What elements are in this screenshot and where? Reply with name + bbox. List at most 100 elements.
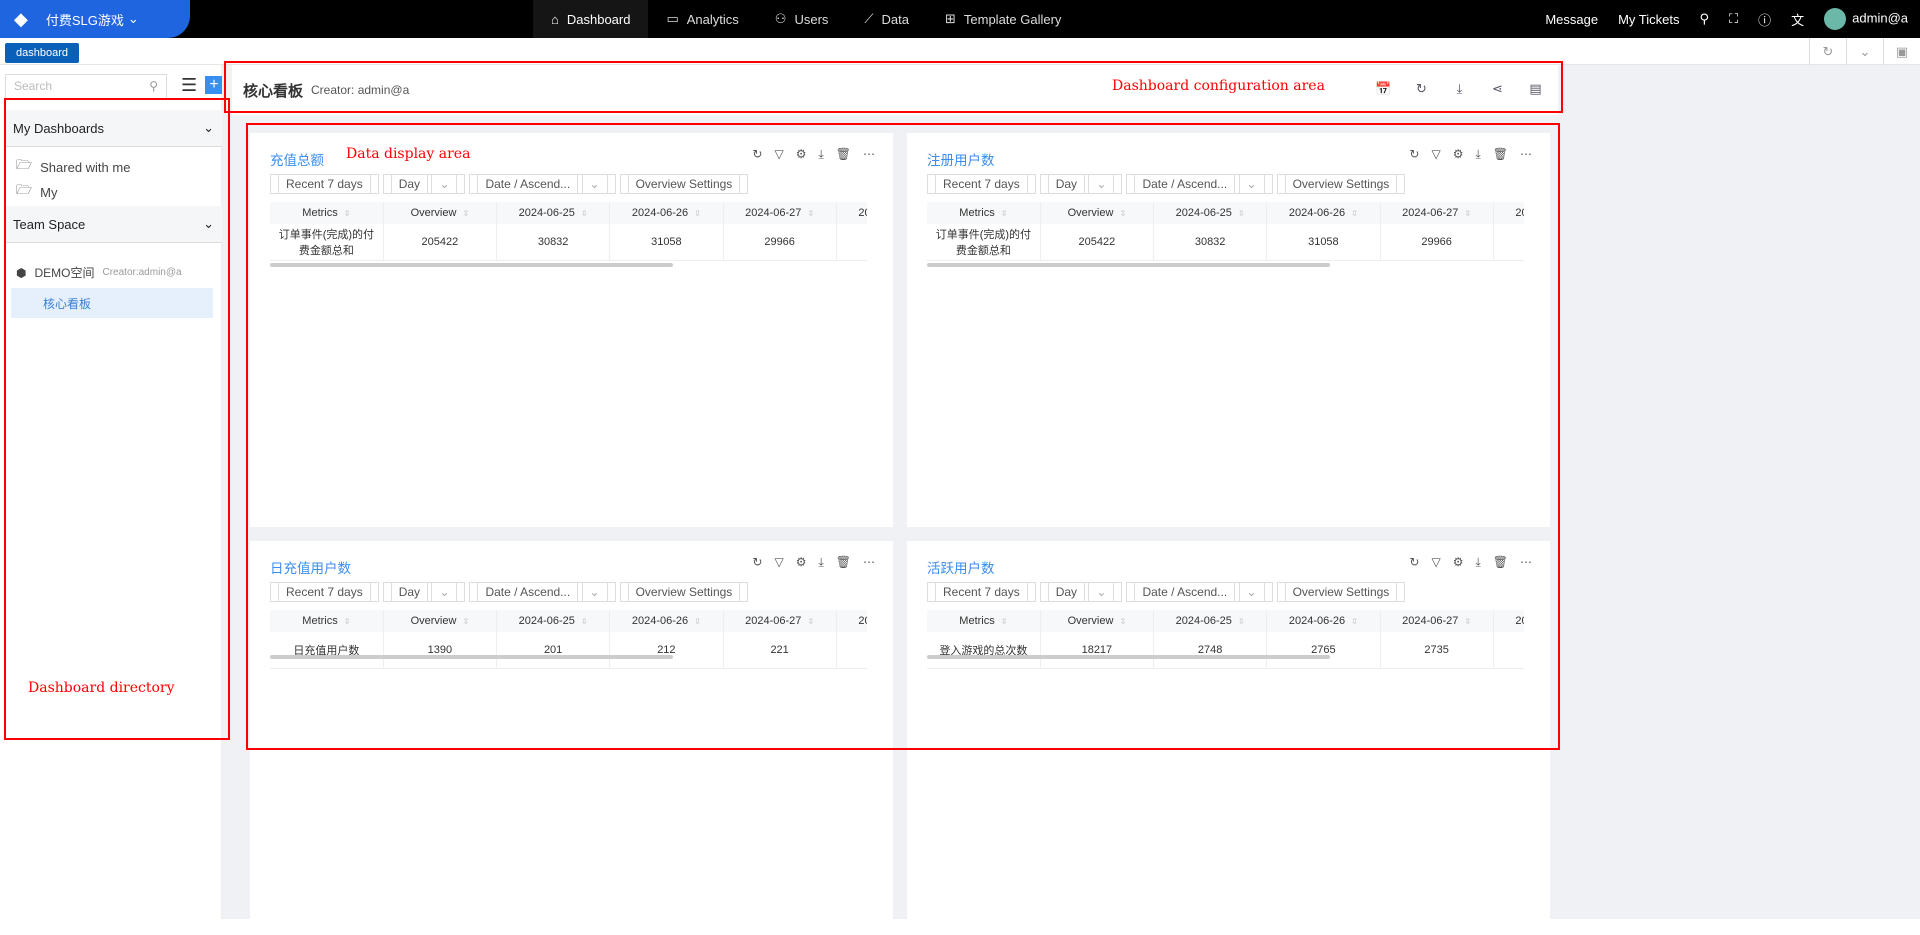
calendar-icon[interactable]: 📅 [1375, 81, 1392, 96]
download-icon[interactable]: ⤓ [1475, 147, 1481, 161]
gear-icon[interactable]: ⚙ [1452, 147, 1464, 161]
date-range-select[interactable]: Recent 7 days [927, 582, 1036, 602]
overview-settings-button[interactable]: Overview Settings [1276, 174, 1406, 194]
filter-icon[interactable]: ▽ [1431, 555, 1441, 569]
card-title[interactable]: 注册用户数 [927, 153, 995, 168]
download-icon[interactable]: ⤓ [818, 555, 824, 569]
nav-data[interactable]: ⟋ Data [846, 0, 927, 38]
column-header[interactable]: 2024-06-26 ⇳ [1266, 610, 1381, 632]
sort-icon[interactable]: ⇳ [462, 209, 470, 218]
sort-select[interactable]: Date / Ascend... ⌄ [469, 174, 616, 194]
sort-icon[interactable]: ⇳ [343, 209, 351, 218]
tickets-link[interactable]: My Tickets [1618, 11, 1680, 27]
nav-users[interactable]: ⚇ Users [757, 0, 847, 38]
refresh-icon[interactable]: ↻ [1409, 147, 1420, 161]
refresh-icon[interactable]: ↻ [752, 555, 763, 569]
column-header[interactable]: Metrics ⇳ [927, 610, 1041, 632]
granularity-select[interactable]: Day ⌄ [382, 174, 466, 194]
column-header[interactable]: Overview ⇳ [1040, 202, 1155, 224]
column-header[interactable]: 2024-06-26 ⇳ [609, 202, 724, 224]
sort-icon[interactable]: ⇳ [462, 617, 470, 626]
column-header[interactable]: Metrics ⇳ [270, 202, 384, 224]
help-icon[interactable]: ⓘ [1758, 12, 1772, 28]
column-header[interactable]: 2024-06-25 ⇳ [1153, 610, 1268, 632]
column-header[interactable]: 2024-06-25 ⇳ [496, 610, 611, 632]
horizontal-scrollbar[interactable] [927, 263, 1330, 267]
horizontal-scrollbar[interactable] [270, 263, 673, 267]
granularity-select[interactable]: Day ⌄ [1039, 174, 1123, 194]
sort-icon[interactable]: ⇳ [807, 617, 815, 626]
sort-icon[interactable]: ⇳ [1351, 209, 1358, 218]
download-icon[interactable]: ⤓ [818, 147, 824, 161]
download-icon[interactable]: ⤓ [1475, 555, 1481, 569]
card-title[interactable]: 活跃用户数 [927, 561, 995, 576]
download-icon[interactable]: ⤓ [1456, 81, 1463, 96]
tab-dashboard[interactable]: dashboard [5, 43, 79, 63]
search-icon[interactable]: ⚲ [1699, 11, 1710, 26]
column-header[interactable]: 2024-06-25 ⇳ [1153, 202, 1268, 224]
project-switcher[interactable]: ◆ 付费SLG游戏 ⌄ [0, 0, 190, 38]
card-title[interactable]: 充值总额 [270, 153, 324, 168]
filter-icon[interactable]: ▽ [774, 555, 784, 569]
column-header[interactable]: 2024-06-27 ⇳ [1380, 202, 1494, 224]
more-icon[interactable]: ⋯ [863, 147, 875, 161]
section-team-space[interactable]: Team Space ⌄ [5, 206, 222, 243]
sort-icon[interactable]: ⇳ [1464, 209, 1472, 218]
space-demo[interactable]: ⬢ DEMO空间 Creator:admin@a [16, 264, 182, 281]
refresh-icon[interactable]: ↻ [1809, 38, 1846, 65]
sort-icon[interactable]: ⇳ [1237, 209, 1245, 218]
sort-icon[interactable]: ⇳ [1351, 617, 1358, 626]
date-range-select[interactable]: Recent 7 days [270, 174, 379, 194]
overview-settings-button[interactable]: Overview Settings [619, 174, 749, 194]
column-header[interactable]: Overview ⇳ [1040, 610, 1155, 632]
horizontal-scrollbar[interactable] [270, 655, 673, 659]
folder-my[interactable]: 🗁 My [16, 181, 57, 203]
sort-icon[interactable]: ⇳ [1119, 617, 1127, 626]
share-icon[interactable]: ⋖ [1492, 81, 1503, 96]
refresh-icon[interactable]: ↻ [1409, 555, 1420, 569]
more-icon[interactable]: ⋯ [1520, 147, 1532, 161]
column-header[interactable]: Metrics ⇳ [927, 202, 1041, 224]
column-header[interactable]: 2024-06-28⇳ [1493, 202, 1524, 224]
filter-icon[interactable]: ▽ [1431, 147, 1441, 161]
granularity-select[interactable]: Day ⌄ [382, 582, 466, 602]
column-header[interactable]: 2024-06-27 ⇳ [723, 610, 837, 632]
overview-settings-button[interactable]: Overview Settings [619, 582, 749, 602]
fullscreen-icon[interactable]: ⛶ [1729, 11, 1739, 26]
column-header[interactable]: 2024-06-28⇳ [836, 610, 867, 632]
nav-template-gallery[interactable]: ⊞ Template Gallery [927, 0, 1079, 38]
column-header[interactable]: 2024-06-25 ⇳ [496, 202, 611, 224]
delete-icon[interactable]: 🗑 [1492, 555, 1508, 569]
sort-icon[interactable]: ⇳ [694, 617, 701, 626]
sort-icon[interactable]: ⇳ [1000, 209, 1008, 218]
date-range-select[interactable]: Recent 7 days [270, 582, 379, 602]
sort-icon[interactable]: ⇳ [1119, 209, 1127, 218]
column-header[interactable]: Overview ⇳ [383, 202, 498, 224]
nav-dashboard[interactable]: ⌂ Dashboard [533, 0, 649, 38]
nav-analytics[interactable]: ▭ Analytics [648, 0, 756, 38]
message-link[interactable]: Message [1545, 11, 1599, 27]
chevron-down-icon[interactable]: ⌄ [1846, 38, 1883, 65]
column-header[interactable]: 2024-06-28⇳ [836, 202, 867, 224]
date-range-select[interactable]: Recent 7 days [927, 174, 1036, 194]
gear-icon[interactable]: ⚙ [795, 147, 807, 161]
sort-icon[interactable]: ⇳ [1464, 617, 1472, 626]
user-menu[interactable]: admin@a [1824, 8, 1908, 30]
sort-select[interactable]: Date / Ascend... ⌄ [1126, 174, 1273, 194]
gear-icon[interactable]: ⚙ [795, 555, 807, 569]
sort-select[interactable]: Date / Ascend... ⌄ [1126, 582, 1273, 602]
sort-icon[interactable]: ⇳ [343, 617, 351, 626]
refresh-icon[interactable]: ↻ [752, 147, 763, 161]
gear-icon[interactable]: ⚙ [1452, 555, 1464, 569]
more-icon[interactable]: ⋯ [1520, 555, 1532, 569]
refresh-icon[interactable]: ↻ [1416, 81, 1427, 96]
sort-icon[interactable]: ⇳ [1237, 617, 1245, 626]
filter-icon[interactable]: ▽ [774, 147, 784, 161]
delete-icon[interactable]: 🗑 [835, 555, 851, 569]
section-my-dashboards[interactable]: My Dashboards ⌄ [5, 110, 222, 147]
search-input[interactable]: Search ⚲ [5, 74, 167, 100]
column-header[interactable]: Metrics ⇳ [270, 610, 384, 632]
sort-icon[interactable]: ⇳ [1000, 617, 1008, 626]
more-icon[interactable]: ⋯ [863, 555, 875, 569]
column-header[interactable]: 2024-06-26 ⇳ [1266, 202, 1381, 224]
